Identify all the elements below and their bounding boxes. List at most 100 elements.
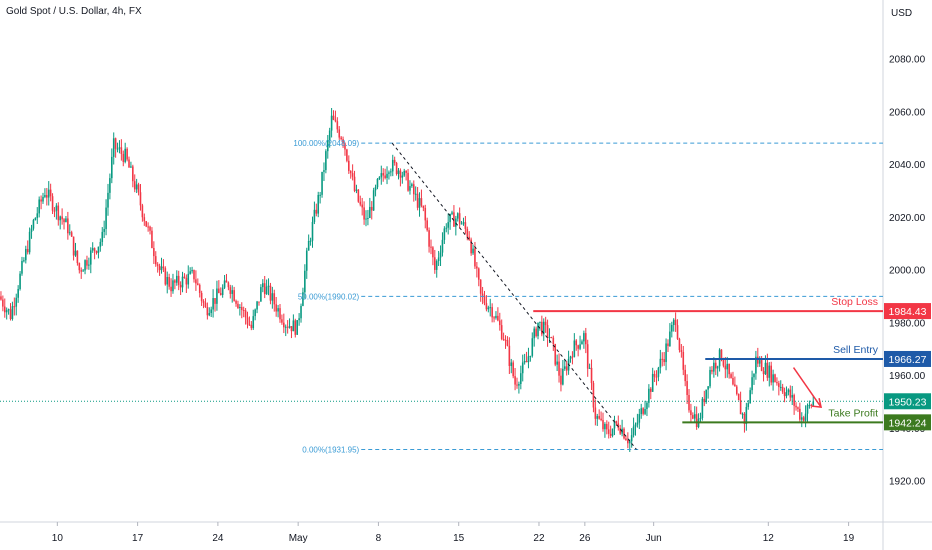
candle-body [491, 307, 493, 318]
candle-body [477, 268, 480, 280]
candle-body [357, 189, 360, 202]
candle-body [533, 328, 535, 339]
candle-body [124, 148, 126, 162]
candle-body [495, 315, 497, 318]
y-tick-label: 2020.00 [889, 213, 926, 224]
candle-body [420, 198, 423, 206]
stop-loss-price-badge-text: 1984.43 [889, 306, 927, 318]
take-profit-price-badge [884, 414, 931, 431]
candle-body [175, 275, 178, 283]
candle-body [374, 187, 377, 191]
candle-body [311, 221, 314, 241]
candle-body [59, 216, 62, 221]
candle-body [292, 320, 295, 332]
candle-body [426, 220, 428, 231]
candle-body [47, 189, 50, 198]
candle-body [403, 170, 406, 176]
candle-body [112, 138, 115, 157]
candle-body [489, 307, 492, 309]
candle-body [32, 220, 35, 229]
candle-body [218, 288, 220, 294]
candle-body [529, 355, 532, 357]
candle-body [701, 398, 704, 418]
candle-body [447, 222, 449, 228]
candle-body [500, 325, 503, 340]
candle-body [279, 308, 281, 320]
candle-body [65, 218, 67, 223]
candle-body [63, 219, 65, 223]
candle-body [382, 173, 385, 176]
candle-body [604, 423, 606, 430]
candle-body [688, 395, 690, 411]
candle-body [399, 170, 402, 178]
candle-body [393, 159, 396, 163]
candle-body [716, 366, 719, 369]
candle-body [445, 227, 448, 229]
candle-body [554, 343, 557, 365]
candle-body [158, 265, 161, 271]
candle-body [197, 283, 199, 285]
candle-body [443, 228, 446, 240]
candle-body [682, 351, 685, 370]
fib-level-label: 100.00%(2048.09) [293, 139, 359, 148]
candle-body [734, 384, 736, 387]
candle-body [26, 248, 29, 253]
y-tick-label: 2000.00 [889, 266, 926, 277]
candle-body [474, 248, 476, 267]
candle-body [508, 345, 511, 366]
candle-body [745, 406, 748, 424]
candle-body [330, 115, 333, 131]
candle-body [418, 198, 421, 208]
candle-body [625, 438, 627, 441]
candle-body [391, 159, 394, 172]
candle-body [296, 320, 299, 335]
candle-body [407, 172, 409, 191]
candle-body [525, 360, 528, 363]
candle-body [185, 277, 188, 285]
candle-body [321, 171, 323, 195]
candle-body [699, 417, 702, 419]
candle-body [735, 386, 738, 394]
candle-body [219, 293, 222, 295]
candle-body [453, 212, 455, 227]
candle-body [116, 148, 119, 150]
candle-body [72, 236, 75, 256]
candle-body [355, 189, 358, 191]
candle-body [2, 299, 4, 307]
candle-body [74, 250, 77, 256]
candle-body [795, 405, 797, 408]
y-tick-label: 1960.00 [889, 371, 926, 382]
candle-body [401, 175, 404, 178]
candle-body [170, 286, 172, 292]
candle-body [479, 279, 482, 294]
candle-body [556, 361, 558, 365]
candle-body [693, 414, 696, 419]
candle-body [667, 343, 669, 347]
candle-body [724, 365, 727, 370]
candle-body [663, 359, 665, 363]
candle-body [147, 226, 149, 228]
candle-body [758, 360, 761, 364]
candle-body [730, 374, 732, 378]
candle-body [86, 260, 88, 266]
candle-body [193, 270, 195, 280]
candle-body [607, 429, 610, 434]
candle-body [154, 256, 157, 265]
candle-body [225, 280, 228, 283]
candle-body [544, 321, 547, 326]
candle-body [17, 288, 19, 298]
candle-body [23, 260, 25, 262]
candle-body [214, 298, 216, 304]
candle-body [114, 138, 117, 149]
candle-body [770, 365, 772, 383]
y-tick-label: 1980.00 [889, 318, 926, 329]
candle-body [369, 206, 371, 219]
candle-body [518, 384, 520, 386]
candle-body [531, 338, 534, 356]
candle-body [7, 309, 10, 311]
candle-body [367, 218, 369, 220]
candle-body [581, 341, 583, 345]
candle-body [143, 217, 146, 222]
candle-body [439, 252, 442, 258]
